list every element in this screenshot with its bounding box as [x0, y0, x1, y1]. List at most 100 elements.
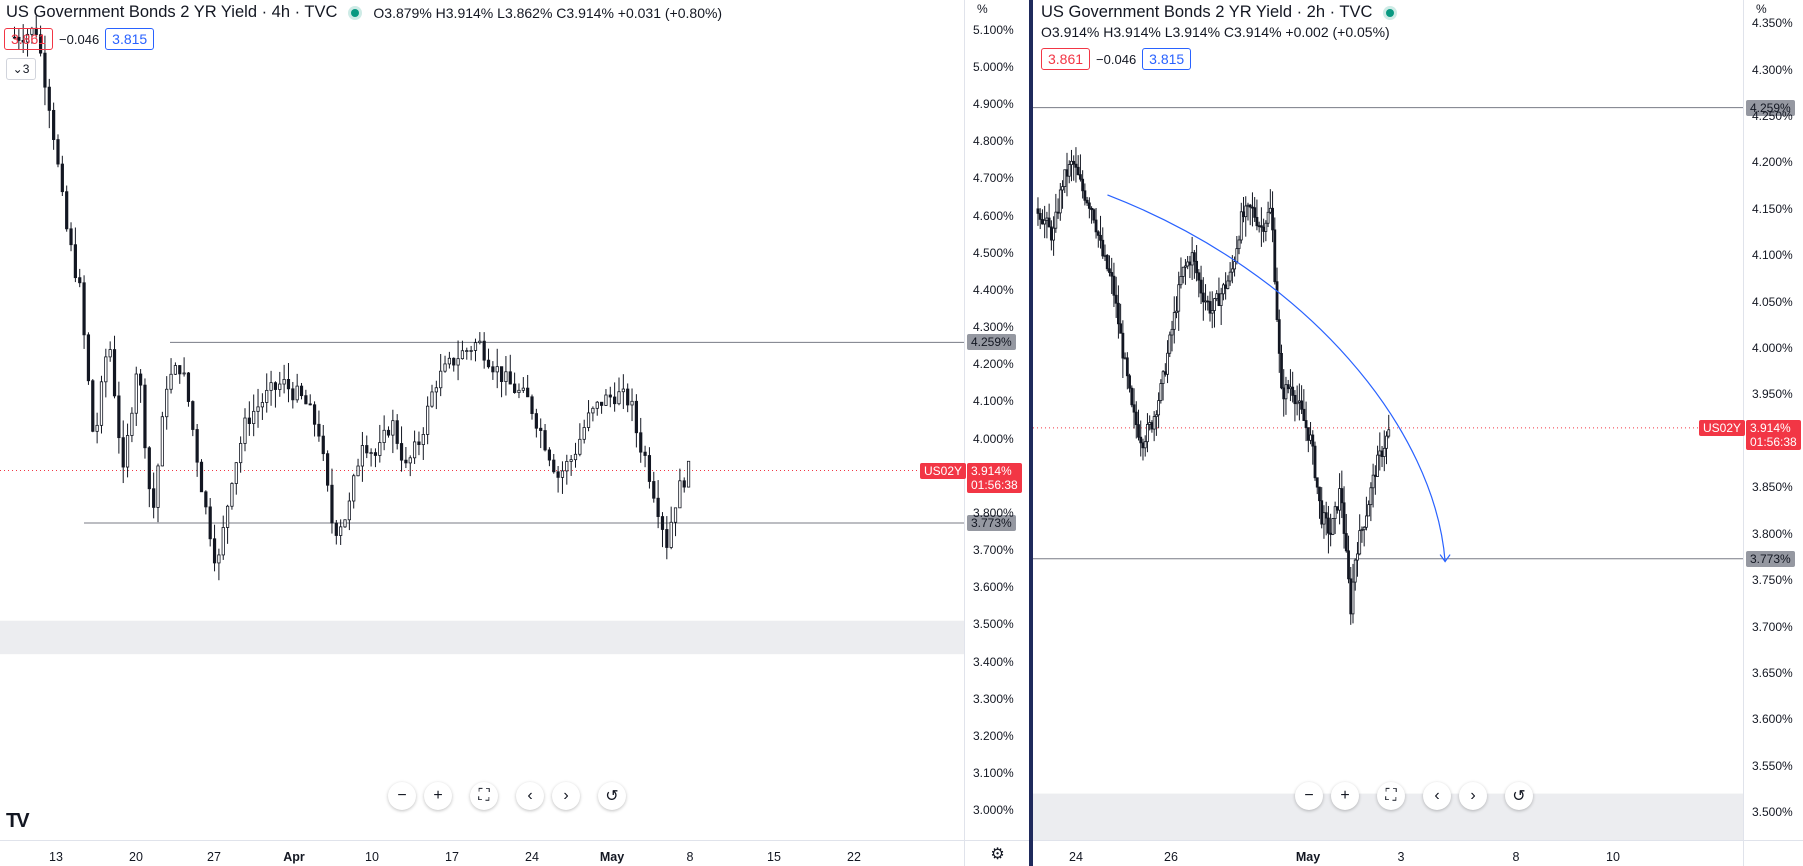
- x-tick-label: 26: [1164, 850, 1178, 864]
- zoom-in-button[interactable]: +: [424, 782, 452, 810]
- scroll-right-button[interactable]: ›: [552, 782, 580, 810]
- candle-body: [1304, 420, 1308, 429]
- candle-body: [43, 52, 47, 88]
- candle-body: [1204, 300, 1207, 303]
- close-value: 3.914%: [566, 4, 614, 21]
- fullscreen-button[interactable]: ⛶: [1377, 782, 1405, 810]
- level-price-label[interactable]: 3.773%: [1746, 550, 1795, 567]
- candle-body: [1369, 487, 1373, 506]
- x-tick-label: 8: [686, 850, 694, 864]
- candle-body: [599, 401, 604, 406]
- y-tick-label: 4.000%: [973, 431, 1014, 446]
- candle-body: [1358, 530, 1362, 555]
- candle-body: [165, 388, 169, 418]
- market-status-icon: [1386, 8, 1395, 17]
- last-price-label[interactable]: 3.914% 01:56:38: [967, 462, 1022, 493]
- right-plot-area[interactable]: [1033, 0, 1743, 840]
- x-tick-label: 24: [525, 850, 539, 864]
- right-time-axis[interactable]: 24 26 May 3 8 10: [1033, 840, 1743, 866]
- candle-body: [578, 438, 582, 455]
- candle-body: [1306, 427, 1310, 441]
- candle-body: [1056, 211, 1060, 214]
- candle-body: [1284, 384, 1288, 400]
- y-tick-label: 3.000%: [973, 803, 1014, 818]
- level-price-label[interactable]: 4.259%: [967, 334, 1016, 351]
- tradingview-logo[interactable]: TV: [6, 810, 30, 832]
- left-time-axis[interactable]: 13 20 27 Apr 10 17 24 May 8 15 22: [0, 840, 964, 866]
- y-tick-label: 3.650%: [1752, 665, 1793, 680]
- zoom-out-button[interactable]: −: [1295, 782, 1323, 810]
- candle-body: [230, 483, 234, 507]
- candle-body: [682, 480, 686, 488]
- y-tick-label: 5.100%: [973, 22, 1014, 37]
- zoom-in-button[interactable]: +: [1331, 782, 1359, 810]
- scroll-left-button[interactable]: ‹: [516, 782, 544, 810]
- bid-box[interactable]: 3.861: [1041, 48, 1091, 70]
- left-chart-pane[interactable]: US Government Bonds 2 YR Yield · 4h · TV…: [0, 0, 1029, 866]
- candle-body: [1132, 404, 1136, 413]
- candle-body: [1143, 441, 1147, 449]
- candle-body: [1112, 275, 1116, 296]
- candle-body: [473, 342, 478, 351]
- candle-body: [1090, 207, 1093, 211]
- candle-body: [1161, 371, 1165, 384]
- ask-box[interactable]: 3.815: [105, 28, 155, 50]
- candle-body: [1318, 486, 1321, 502]
- candle-body: [469, 350, 473, 352]
- candle-body: [1179, 276, 1183, 286]
- ask-box[interactable]: 3.815: [1142, 48, 1192, 70]
- candle-body: [317, 423, 321, 437]
- candle-body: [1371, 474, 1375, 489]
- candle-body: [1184, 265, 1187, 268]
- left-legend: US Government Bonds 2 YR Yield · 4h · TV…: [6, 3, 722, 22]
- candle-body: [1219, 293, 1223, 306]
- zoom-out-button[interactable]: −: [388, 782, 416, 810]
- settings-gear-icon[interactable]: ⚙: [964, 840, 1029, 866]
- low-value: 3.914%: [1172, 24, 1221, 40]
- bid-box[interactable]: 3.861: [4, 28, 54, 50]
- candle-body: [1275, 281, 1279, 321]
- candle-body: [1331, 518, 1335, 535]
- right-chart-pane[interactable]: US Government Bonds 2 YR Yield · 2h · TV…: [1033, 0, 1803, 866]
- reset-chart-button[interactable]: ↺: [598, 782, 626, 810]
- right-unit-label: %: [1756, 2, 1767, 16]
- candle-body: [1159, 383, 1163, 401]
- candle-body: [1087, 202, 1091, 209]
- candle-body: [465, 350, 469, 352]
- candle-body: [526, 387, 530, 398]
- candle-body: [1300, 400, 1304, 410]
- candle-body: [347, 500, 351, 521]
- level-price-label[interactable]: 4.259%: [1746, 99, 1795, 116]
- candle-body: [630, 400, 634, 406]
- candle-body: [256, 406, 260, 412]
- scroll-right-button[interactable]: ›: [1459, 782, 1487, 810]
- candle-body: [1259, 225, 1263, 228]
- collapse-indicators-button[interactable]: ⌄ 3: [6, 58, 36, 80]
- y-tick-label: 4.500%: [973, 245, 1014, 260]
- x-tick-label: 27: [207, 850, 221, 864]
- candle-body: [1148, 422, 1152, 425]
- y-tick-label: 4.300%: [1752, 62, 1793, 77]
- candle-body: [1248, 204, 1252, 208]
- pane-divider[interactable]: [1029, 0, 1033, 866]
- candle-body: [1152, 416, 1156, 430]
- candle-body: [1262, 226, 1266, 232]
- left-plot-area[interactable]: [0, 0, 964, 840]
- right-price-axis[interactable]: % 4.259% 3.773% 4.350% 4.300% 4.250% 4.200% 4.…: [1743, 0, 1803, 866]
- last-price-label[interactable]: 3.914% 01:56:38: [1746, 419, 1801, 450]
- candle-body: [604, 394, 608, 406]
- candle-body: [1329, 532, 1333, 535]
- y-tick-label: 3.300%: [973, 691, 1014, 706]
- candle-body: [1052, 227, 1056, 241]
- candle-body: [1353, 559, 1357, 583]
- left-price-axis[interactable]: % 4.259% 3.773% 5.100% 5.000% 4.900% 4.800% 4.…: [964, 0, 1029, 866]
- reset-chart-button[interactable]: ↺: [1505, 782, 1533, 810]
- candle-body: [1139, 436, 1143, 444]
- right-axis-corner: [1743, 840, 1803, 866]
- candle-body: [517, 389, 521, 393]
- level-price-label[interactable]: 3.773%: [967, 514, 1016, 531]
- scroll-left-button[interactable]: ‹: [1423, 782, 1451, 810]
- right-navigation-bar: − + ⛶ ‹ › ↺: [1295, 782, 1533, 810]
- fullscreen-button[interactable]: ⛶: [470, 782, 498, 810]
- candle-body: [1335, 506, 1339, 511]
